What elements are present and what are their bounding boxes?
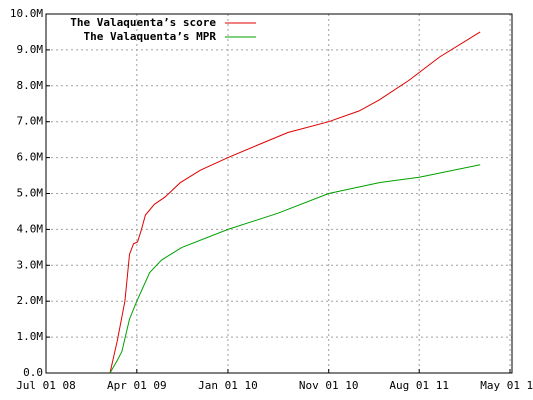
x-tick-label: Nov 01 10 [299, 379, 359, 392]
y-tick-label: 2.0M [17, 294, 44, 307]
legend-label: The Valaquenta’s MPR [84, 30, 217, 43]
y-tick-label: 8.0M [17, 79, 44, 92]
plot-frame [45, 13, 513, 374]
y-tick-label: 5.0M [17, 187, 44, 200]
x-tick-label: May 01 12 [480, 379, 533, 392]
y-tick-label: 3.0M [17, 258, 44, 271]
y-tick-label: 6.0M [17, 151, 44, 164]
x-tick-label: Apr 01 09 [107, 379, 167, 392]
y-tick-label: 9.0M [17, 43, 44, 56]
line [109, 164, 481, 374]
line [109, 31, 481, 374]
x-tick-label: Jan 01 10 [198, 379, 258, 392]
x-tick-label: Aug 01 11 [389, 379, 449, 392]
y-tick-label: 1.0M [17, 330, 44, 343]
y-tick-label: 4.0M [17, 222, 44, 235]
y-tick-label: 7.0M [17, 115, 44, 128]
legend-label: The Valaquenta’s score [70, 16, 216, 29]
y-tick-label: 0.0 [23, 366, 43, 379]
y-tick-label: 10.0M [10, 7, 43, 20]
x-tick-label: Jul 01 08 [16, 379, 76, 392]
